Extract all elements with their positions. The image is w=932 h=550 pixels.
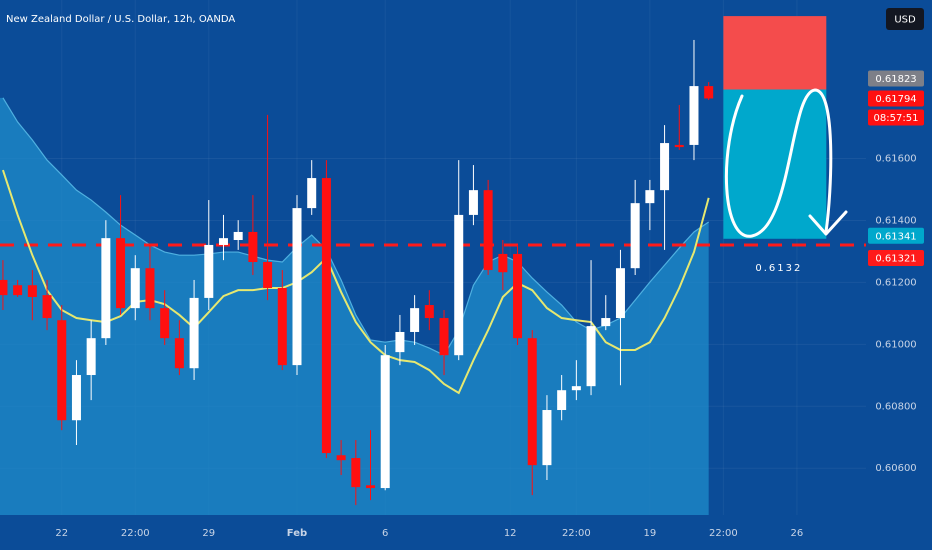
candle-body (160, 308, 170, 339)
candle-body (601, 318, 611, 327)
candle-body (395, 331, 405, 353)
candle-body (101, 238, 111, 339)
target-price-label-box (868, 227, 924, 244)
plot-overlay: 0.6132 (724, 88, 848, 274)
candle-body (57, 320, 67, 421)
x-tick-label: 22 (55, 528, 68, 539)
candle-body (439, 318, 449, 356)
y-tick-label: 0.61200 (875, 277, 916, 288)
x-tick-label: 22:00 (121, 528, 150, 539)
candle-body (233, 231, 243, 241)
candle-body (86, 338, 96, 376)
candle-body (292, 208, 302, 366)
candle-body (218, 238, 228, 245)
candle-body (321, 178, 331, 454)
candle-body (145, 268, 155, 309)
candle-body (424, 305, 434, 319)
y-tick-label: 0.60800 (875, 401, 916, 412)
candle-body (704, 86, 714, 99)
x-tick-label: 6 (382, 528, 388, 539)
x-tick-label: 22:00 (709, 528, 738, 539)
candle-body (366, 485, 376, 489)
candle-body (513, 253, 523, 339)
target-price-label: 0.61341 (875, 231, 916, 242)
candle-body (468, 190, 478, 215)
candle-body (277, 288, 287, 366)
candle-body (130, 268, 140, 309)
currency-box[interactable] (886, 8, 924, 30)
axes: 0.60600 0.60800 0.61000 0.61200 0.61400 0.616… (55, 70, 924, 539)
last-price-label-box (868, 90, 924, 107)
stop-zone (723, 16, 827, 90)
x-tick-label: 22:00 (562, 528, 591, 539)
candle-body (483, 190, 493, 271)
candle-body (660, 143, 670, 191)
candle-body (27, 285, 37, 297)
candle-body (454, 214, 464, 356)
drawn-curve (724, 88, 833, 238)
candle-body (42, 295, 52, 319)
currency-label[interactable]: USD (894, 15, 916, 26)
x-tick-label: 26 (791, 528, 804, 539)
hline-price-label: 0.61321 (875, 253, 916, 264)
candle-body (189, 297, 199, 369)
x-tick-label: 19 (644, 528, 657, 539)
hline-price-label-box (868, 249, 924, 266)
last-price-label: 0.61794 (875, 94, 916, 105)
drawn-arrowhead (808, 210, 848, 236)
y-tick-label: 0.61600 (875, 154, 916, 165)
chart-title: New Zealand Dollar / U.S. Dollar, 12h, O… (6, 14, 235, 25)
x-tick-label: 12 (504, 528, 517, 539)
candle-body (586, 326, 596, 387)
candle-body (615, 268, 625, 319)
plot-marks (0, 16, 866, 506)
candle-body (571, 386, 581, 391)
countdown-label: 08:57:51 (874, 113, 919, 124)
candle-body (336, 455, 346, 461)
candle-body (527, 338, 537, 466)
candle-body (248, 231, 258, 262)
candle-body (351, 458, 361, 488)
candle-body (645, 190, 655, 204)
y-tick-label: 0.61000 (875, 339, 916, 350)
candle-body (542, 410, 552, 466)
candle-body (410, 308, 420, 332)
candle-body (307, 178, 317, 209)
candle-body (263, 261, 273, 289)
candle-body (13, 285, 23, 296)
y-tick-label: 0.60600 (875, 463, 916, 474)
candle-body (204, 244, 214, 298)
candle-body (174, 338, 184, 369)
countdown-box (868, 109, 924, 126)
candle-body (71, 375, 81, 421)
candle-body (674, 144, 684, 148)
candle-body (380, 355, 390, 489)
candle-body (689, 86, 699, 145)
candle-body (0, 279, 8, 296)
x-tick-label: Feb (287, 528, 307, 539)
candle-body (498, 253, 508, 273)
annotation: 0.6132 (755, 263, 802, 274)
x-tick-label: 29 (202, 528, 215, 539)
candle-body (630, 203, 640, 269)
entry-price-label: 0.61823 (875, 74, 916, 85)
candle-body (557, 390, 567, 411)
y-tick-label: 0.61400 (875, 215, 916, 226)
entry-price-label-box (868, 70, 924, 87)
candle-body (116, 238, 126, 309)
